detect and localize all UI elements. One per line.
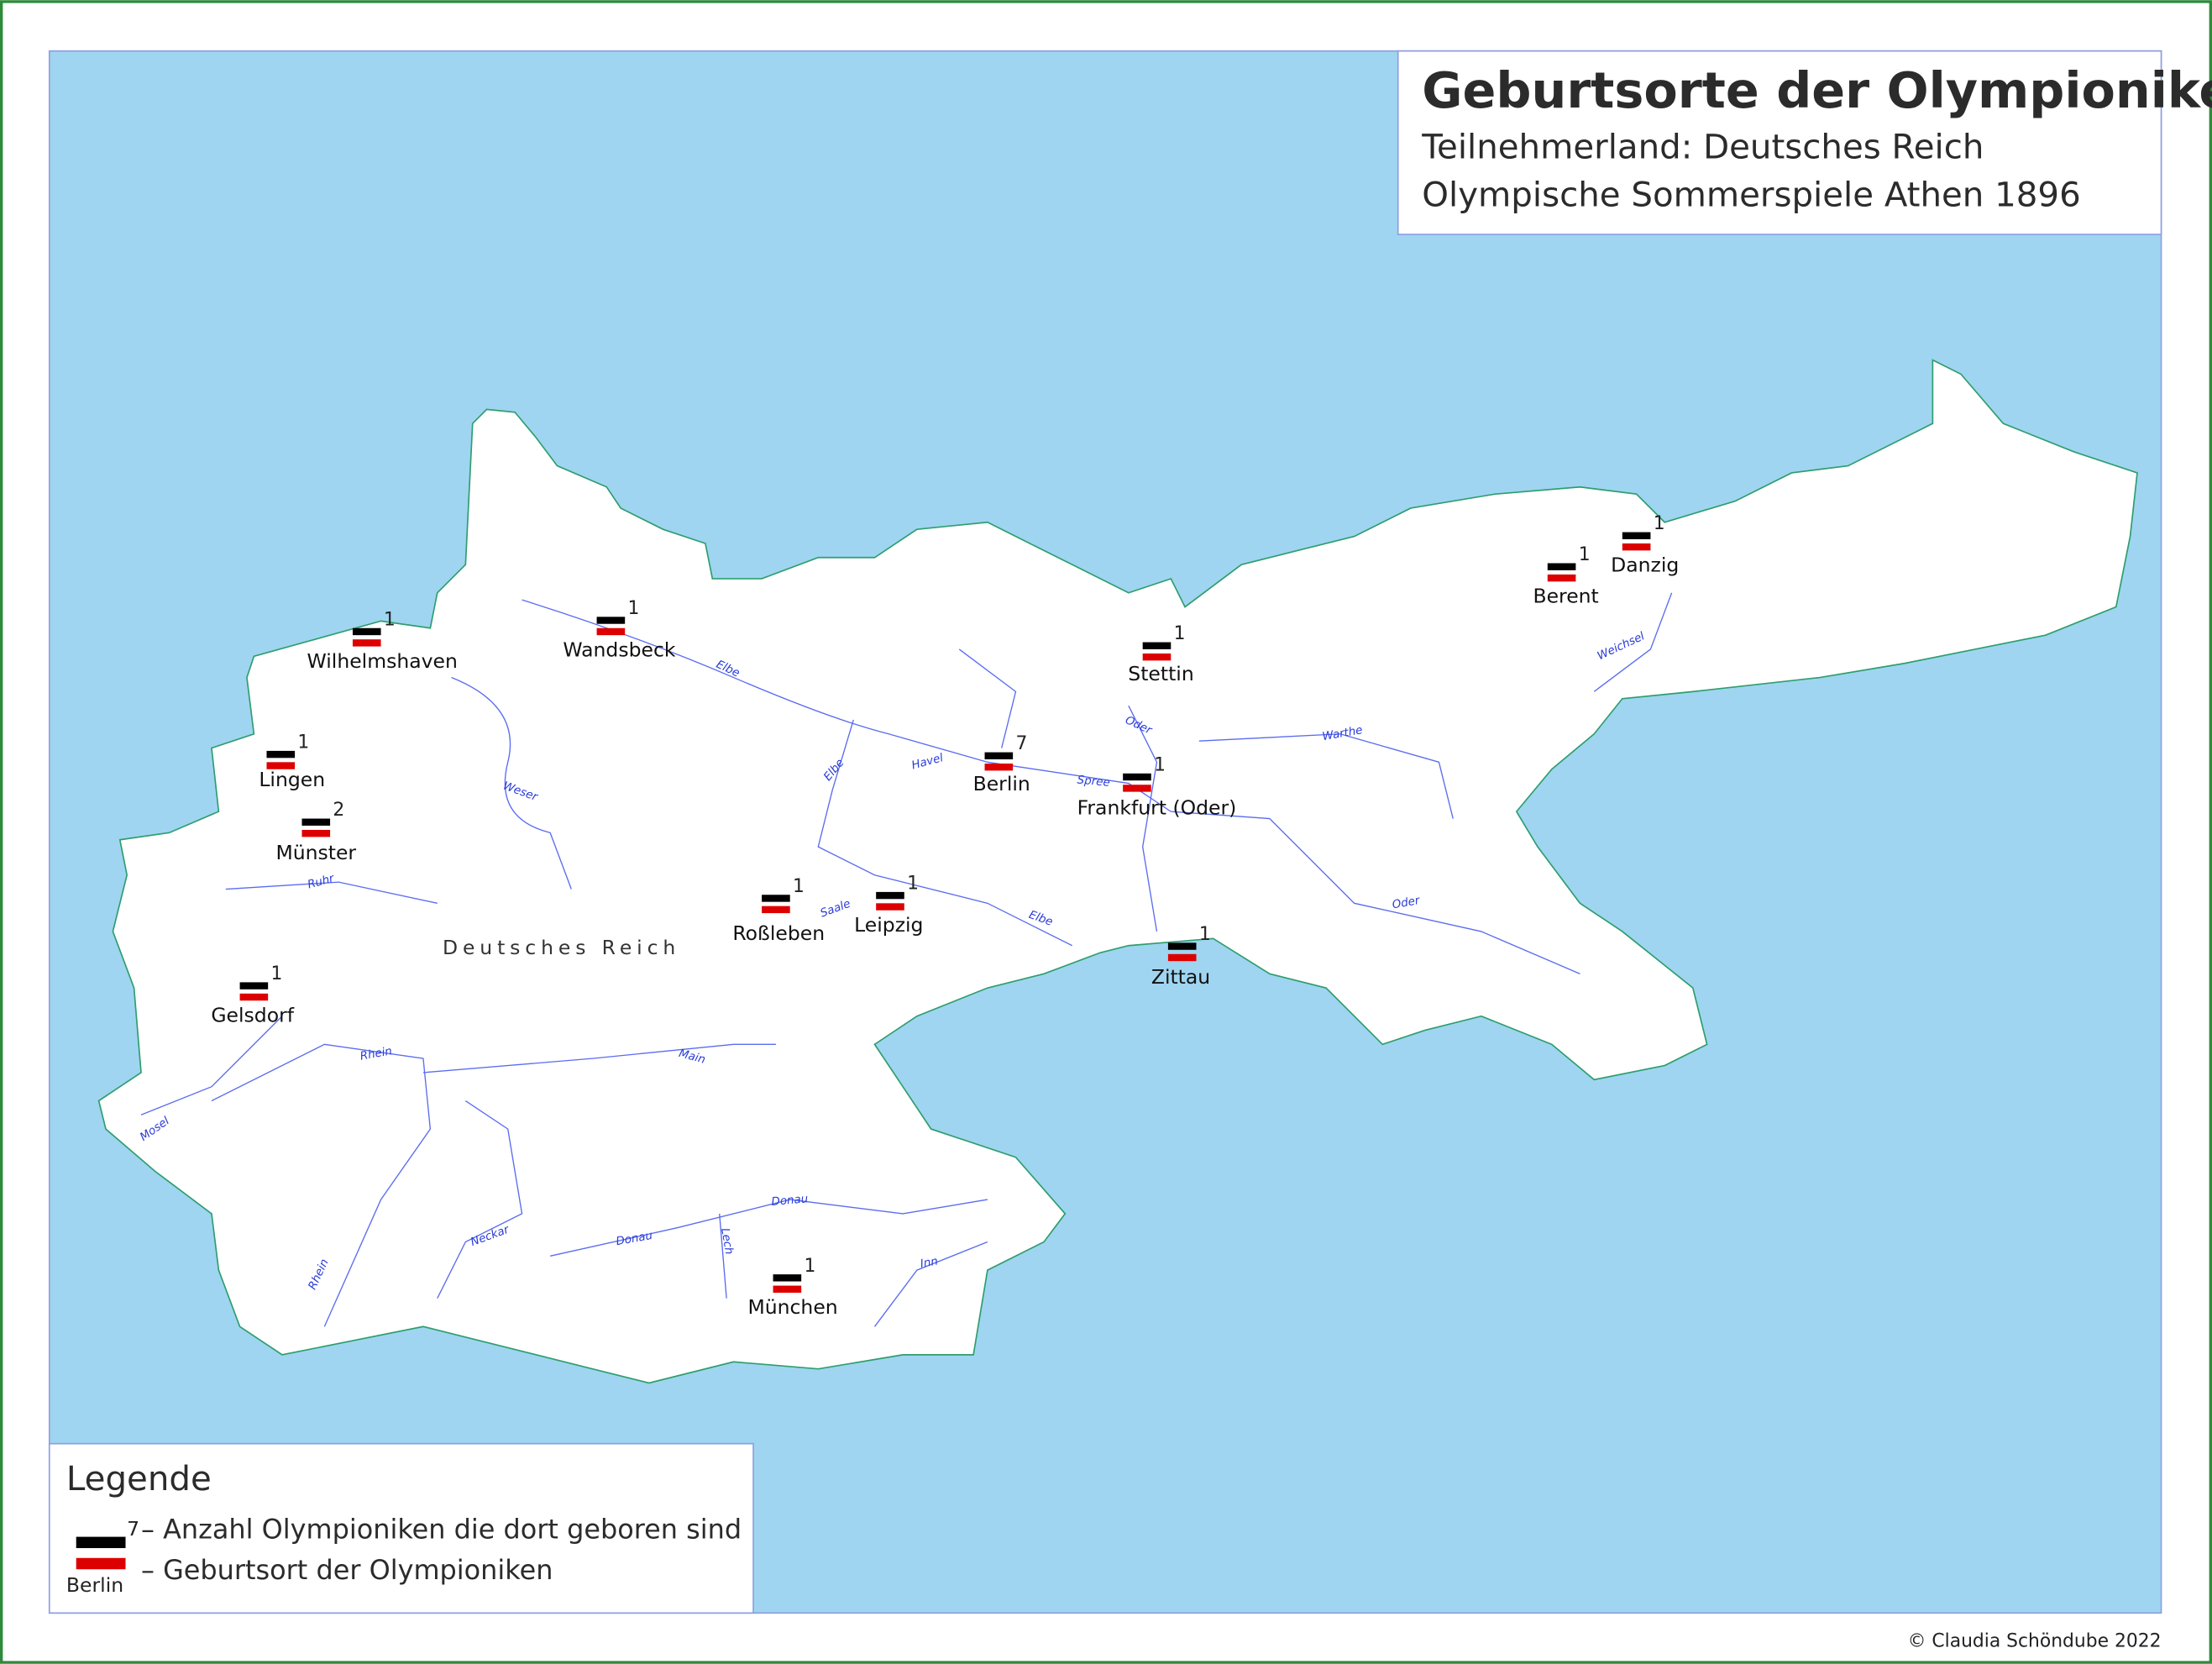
place-marker: 1 Frankfurt (Oder) xyxy=(1077,754,1237,819)
place-count: 1 xyxy=(805,1256,816,1277)
flag-red-bar xyxy=(301,829,331,837)
place-label: Wandsbeck xyxy=(563,638,675,661)
place-count: 1 xyxy=(1199,924,1211,945)
river-label: Donau xyxy=(771,1193,809,1209)
place-label: Berlin xyxy=(973,772,1030,795)
flag-red-bar xyxy=(239,993,269,1001)
flag-black-bar xyxy=(1142,642,1172,649)
river-label: Spree xyxy=(1077,774,1110,790)
place-marker: 1 Lingen xyxy=(259,732,325,791)
flag-black-bar xyxy=(1622,532,1651,539)
place-marker: 1 Leipzig xyxy=(854,874,923,937)
flag-red-bar xyxy=(1167,953,1197,962)
flag-black-bar xyxy=(266,750,296,759)
place-marker: 2 Münster xyxy=(275,800,356,864)
flag-red-bar xyxy=(984,764,1014,771)
place-label: Danzig xyxy=(1611,554,1679,577)
land-deutsches-reich xyxy=(97,359,2138,1384)
place-marker: 1 Wandsbeck xyxy=(563,598,675,661)
place-count: 1 xyxy=(384,609,396,630)
river-label: Main xyxy=(678,1047,707,1067)
flag-black-bar xyxy=(1547,563,1576,570)
place-marker: 1 Gelsdorf xyxy=(211,963,294,1026)
place-count: 1 xyxy=(628,598,640,619)
legend-count-example: 7 xyxy=(127,1517,139,1541)
flag-red-bar xyxy=(352,639,381,647)
flag-red-bar xyxy=(596,627,626,636)
legend-title: Legende xyxy=(66,1459,212,1499)
flag-red-bar xyxy=(773,1285,802,1293)
place-label: Wilhelmshaven xyxy=(307,649,458,673)
flag-red-bar xyxy=(1123,785,1151,792)
place-count: 1 xyxy=(297,732,309,753)
place-count: 1 xyxy=(1174,623,1186,644)
place-marker: 1 Wilhelmshaven xyxy=(307,609,458,672)
flag-black-bar xyxy=(1167,942,1197,950)
place-label: Gelsdorf xyxy=(211,1003,294,1026)
flag-black-bar xyxy=(762,895,790,902)
river-label: Lech xyxy=(718,1227,735,1256)
country-label: Deutsches Reich xyxy=(443,936,680,959)
place-label: Zittau xyxy=(1151,965,1210,989)
flag-black-bar xyxy=(984,752,1014,759)
map-subtitle-games: Olympische Sommerspiele Athen 1896 xyxy=(1422,175,2080,214)
flag-red-bar xyxy=(1547,574,1576,582)
place-marker: 1 Berent xyxy=(1533,544,1598,607)
legend-count-text: – Anzahl Olympioniken die dort geboren s… xyxy=(141,1513,742,1545)
place-label: München xyxy=(747,1295,837,1319)
river-label: Inn xyxy=(920,1255,939,1270)
legend: Legende 7 – Anzahl Olympioniken die dort… xyxy=(48,1442,754,1614)
flag-red-bar xyxy=(1622,543,1651,551)
place-label: Berent xyxy=(1533,585,1598,608)
place-marker: 7 Berlin xyxy=(973,733,1030,795)
place-label: Lingen xyxy=(259,768,325,791)
flag-black-bar xyxy=(301,818,331,826)
place-count: 1 xyxy=(793,876,805,897)
legend-place-text: – Geburtsort der Olympioniken xyxy=(141,1554,553,1586)
place-label: Leipzig xyxy=(854,913,923,937)
river-label: Oder xyxy=(1392,895,1422,912)
place-marker: 1 Zittau xyxy=(1151,924,1211,989)
legend-flag-black xyxy=(76,1536,126,1549)
legend-flag-red xyxy=(76,1557,126,1570)
flag-red-bar xyxy=(876,903,904,911)
place-marker: 1 Stettin xyxy=(1128,623,1193,685)
copyright: © Claudia Schöndube 2022 xyxy=(1908,1631,2162,1652)
rivers xyxy=(140,592,1673,1327)
map-subtitle-country: Teilnehmerland: Deutsches Reich xyxy=(1421,127,1984,166)
river-label: Rhein xyxy=(359,1045,393,1063)
place-marker: 1 Danzig xyxy=(1611,513,1679,576)
flag-black-bar xyxy=(1123,773,1151,781)
flag-black-bar xyxy=(352,627,381,636)
place-count: 1 xyxy=(1654,513,1665,534)
place-label: Roßleben xyxy=(732,921,825,945)
place-count: 1 xyxy=(1579,544,1591,565)
place-marker: 1 Roßleben xyxy=(732,876,825,945)
flag-black-bar xyxy=(596,617,626,624)
flag-red-bar xyxy=(762,905,790,914)
legend-place-example: Berlin xyxy=(66,1573,123,1597)
place-count: 7 xyxy=(1015,733,1027,754)
flag-black-bar xyxy=(876,891,904,900)
flag-black-bar xyxy=(773,1274,802,1282)
place-marker: 1 München xyxy=(747,1256,837,1319)
river-label: Donau xyxy=(615,1230,653,1248)
place-count: 1 xyxy=(1154,754,1166,775)
place-label: Frankfurt (Oder) xyxy=(1077,796,1237,820)
place-label: Stettin xyxy=(1128,662,1193,685)
map-title: Geburtsorte der Olympioniken xyxy=(1422,61,2212,119)
title-box xyxy=(1397,50,2162,235)
place-count: 2 xyxy=(333,800,344,821)
flag-red-bar xyxy=(1142,653,1172,661)
place-count: 1 xyxy=(271,963,283,984)
place-count: 1 xyxy=(907,874,919,895)
flag-red-bar xyxy=(266,762,296,769)
flag-black-bar xyxy=(239,982,269,989)
place-label: Münster xyxy=(275,841,356,864)
